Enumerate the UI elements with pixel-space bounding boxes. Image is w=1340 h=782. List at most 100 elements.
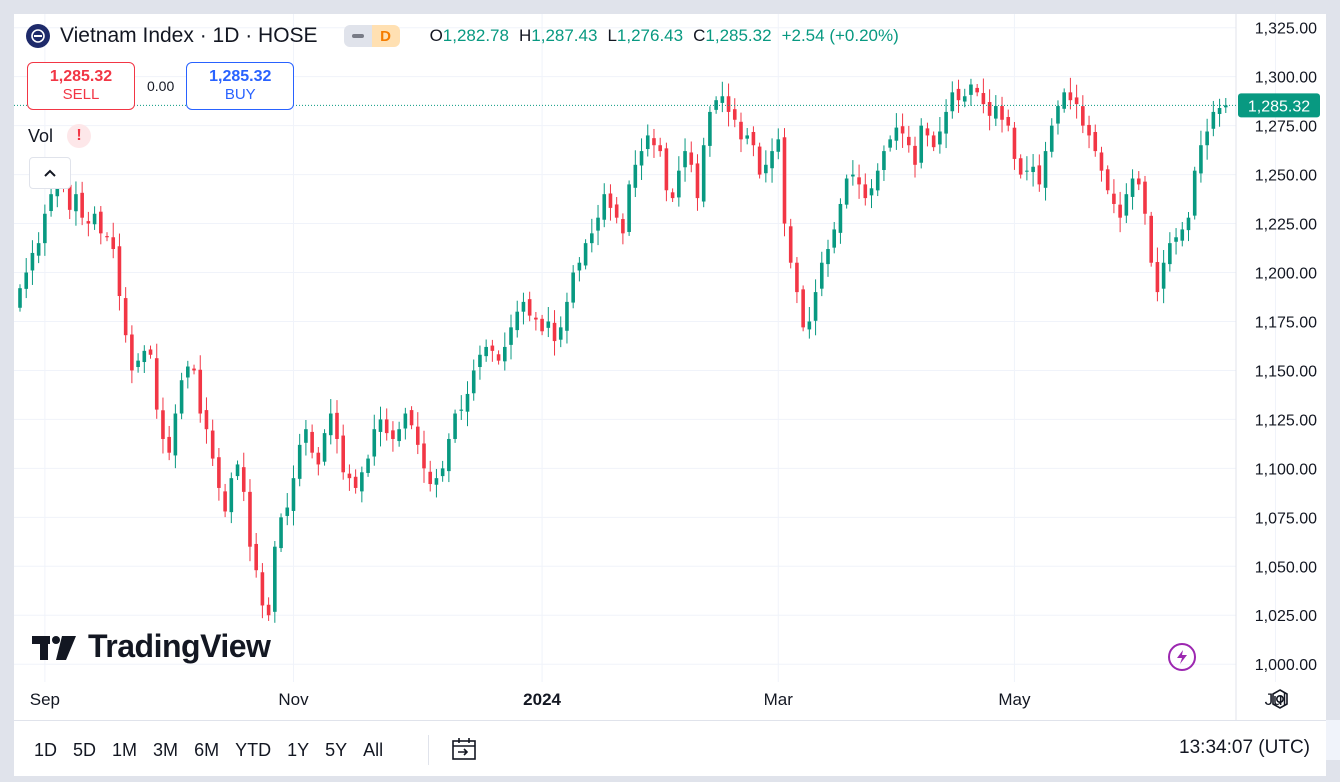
x-tick-label: May [998,690,1031,709]
candle-body [229,478,234,513]
candle-body [1199,145,1203,174]
candle-body [695,163,700,199]
market-status-pill[interactable]: D [343,25,400,47]
delayed-badge[interactable]: D [371,25,400,47]
price-axis[interactable]: 1,000.00 1,025.00 1,050.00 1,075.00 1,100.00… [1255,21,1317,674]
last-price-marker: 1,285.32 [14,93,1320,118]
candle-body [925,128,930,136]
candle-body [683,151,687,168]
candle-body [391,430,395,439]
candle-body [652,138,656,146]
range-1y[interactable]: 1Y [287,740,310,760]
candle-body [223,491,227,512]
x-tick-label: Nov [278,690,309,709]
candle-body [795,262,799,293]
y-tick-label: 1,275.00 [1255,119,1317,136]
x-tick-label: 2024 [523,690,561,709]
range-ytd[interactable]: YTD [235,740,272,760]
candle-body [962,96,967,102]
settings-gear-icon[interactable] [1268,687,1292,711]
candle-body [770,151,774,169]
candle-body [36,243,41,256]
candlestick-series[interactable] [18,77,1228,623]
candle-body [664,148,669,191]
tradingview-watermark: TradingView [32,628,271,665]
collapse-legend-button[interactable] [29,157,71,189]
candle-body [55,182,60,197]
candle-body [465,393,470,412]
candle-body [832,229,837,248]
candle-body [335,412,339,439]
candle-body [1205,131,1209,146]
candle-body [366,458,370,473]
visibility-toggle-icon[interactable] [343,25,372,47]
candle-body [745,135,749,139]
candle-body [447,438,451,472]
buy-button[interactable]: 1,285.32 BUY [186,62,295,110]
x-tick-label: Mar [764,690,794,709]
candle-body [565,301,569,331]
last-price-tag [1238,93,1320,118]
range-1d[interactable]: 1D [34,740,58,760]
range-5y[interactable]: 5Y [325,740,348,760]
range-5d[interactable]: 5D [73,740,97,760]
candle-body [1006,117,1011,126]
candle-body [639,151,644,166]
candle-body [1105,169,1110,191]
candle-body [1062,92,1066,109]
bottom-toolbar: 1D 5D 1M 3M 6M YTD 1Y 5Y All 13:34:07 (U… [14,720,1326,777]
y-tick-label: 1,125.00 [1255,412,1317,429]
y-tick-label: 1,325.00 [1255,21,1317,38]
candle-body [888,139,892,148]
x-tick-label: Jul [1265,690,1287,709]
candle-body [1136,178,1141,185]
range-6m[interactable]: 6M [194,740,220,760]
candle-body [297,444,302,479]
candle-body [938,131,942,145]
candle-body [633,164,638,188]
candle-body [540,318,544,332]
candle-body [776,139,781,152]
candle-body [701,145,706,202]
y-tick-label: 1,000.00 [1255,657,1317,674]
candle-body [1056,106,1060,124]
time-axis[interactable]: SepNov2024MarMayJulSep [30,690,1326,709]
candle-body [732,109,737,120]
chevron-up-icon [44,169,56,177]
candle-body [969,84,973,95]
candle-body [279,517,283,549]
candle-body [74,194,78,212]
candle-body [1186,217,1191,231]
watermark-text: TradingView [88,628,271,664]
sell-button[interactable]: 1,285.32 SELL [27,62,135,110]
symbol-logo-icon [26,24,50,48]
volume-label[interactable]: Vol [28,125,54,146]
candle-body [353,476,358,488]
range-1m[interactable]: 1M [112,740,138,760]
candle-body [99,211,103,234]
candle-body [801,289,805,328]
candle-body [111,237,116,250]
candle-body [304,429,308,443]
utc-clock[interactable]: 13:34:07 (UTC) [1179,737,1310,758]
warning-icon[interactable]: ! [67,124,92,148]
candle-body [30,252,35,271]
candle-body [944,111,948,134]
range-3m[interactable]: 3M [153,740,179,760]
candle-body [459,409,464,411]
candle-body [1143,181,1147,214]
x-tick-label: Sep [30,690,60,709]
candle-body [534,317,538,320]
candle-body [509,327,513,345]
candle-body [217,457,221,488]
candle-body [266,604,271,616]
last-price-label: 1,285.32 [1248,98,1310,115]
price-chart[interactable]: 1,000.00 1,025.00 1,050.00 1,075.00 1,100.00… [14,14,1326,720]
candle-body [322,433,327,462]
lightning-icon[interactable] [1168,643,1196,671]
candle-body [204,410,209,430]
goto-date-calendar-icon[interactable] [450,735,478,763]
candle-body [1149,215,1153,263]
symbol-title[interactable]: Vietnam Index · 1D · HOSE [60,24,318,47]
range-all[interactable]: All [363,740,384,760]
